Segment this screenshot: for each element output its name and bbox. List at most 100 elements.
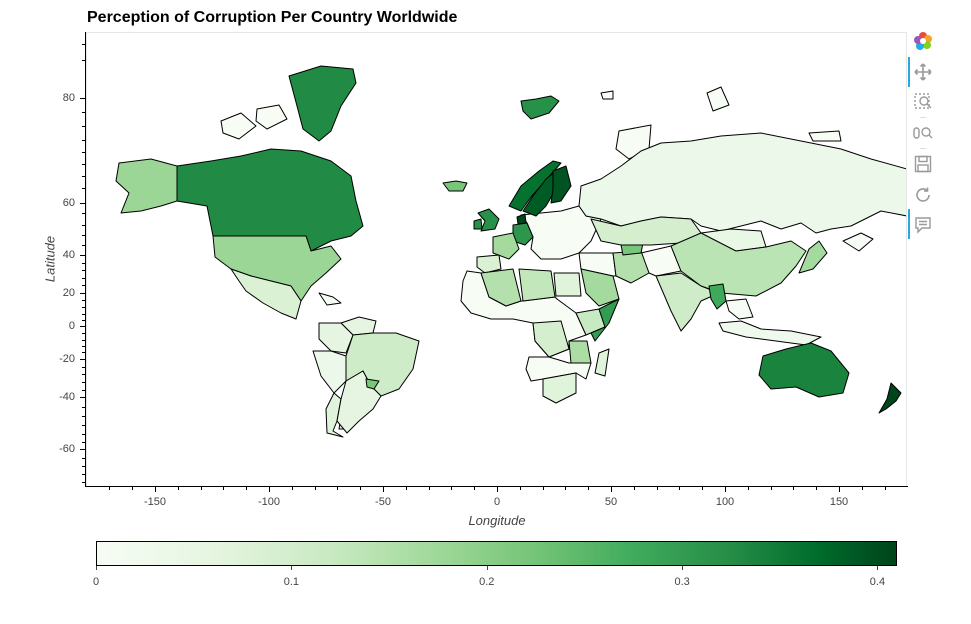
x-minor-tick	[405, 487, 407, 490]
x-axis-title: Longitude	[468, 513, 526, 528]
toolbar	[908, 28, 938, 248]
country-new-zealand[interactable]	[878, 382, 902, 414]
x-minor-tick	[633, 487, 635, 490]
y-minor-tick	[82, 474, 85, 475]
y-tick	[80, 326, 85, 327]
x-minor-tick	[588, 487, 590, 490]
plot-area[interactable]	[86, 32, 907, 487]
y-minor-tick	[82, 407, 85, 408]
x-minor-tick	[747, 487, 749, 490]
country-myanmar[interactable]	[708, 283, 727, 310]
x-tick	[269, 487, 270, 492]
country-madagascar[interactable]	[594, 348, 610, 377]
country-shape[interactable]	[725, 298, 754, 320]
x-minor-tick	[565, 487, 567, 490]
x-minor-tick	[337, 487, 339, 490]
x-minor-tick	[542, 487, 544, 490]
country-shape[interactable]	[706, 86, 730, 112]
y-tick	[80, 203, 85, 204]
x-axis-line	[86, 486, 908, 487]
y-axis-title: Latitude	[42, 235, 58, 283]
y-minor-tick	[82, 278, 85, 279]
country-somalia[interactable]	[590, 298, 620, 342]
wheel-zoom-tool-icon[interactable]	[912, 122, 934, 144]
y-minor-tick	[82, 466, 85, 467]
y-minor-tick	[82, 416, 85, 417]
y-tick-label: -40	[59, 391, 75, 403]
country-spain[interactable]	[476, 254, 502, 274]
x-minor-tick	[656, 487, 658, 490]
country-brazil[interactable]	[345, 332, 420, 397]
y-minor-tick	[82, 374, 85, 375]
y-minor-tick	[82, 270, 85, 271]
x-minor-tick	[246, 487, 248, 490]
y-minor-tick	[82, 458, 85, 459]
country-shape[interactable]	[808, 130, 842, 142]
country-denmark[interactable]	[516, 213, 527, 225]
y-tick-label: -20	[59, 353, 75, 365]
country-australia[interactable]	[758, 342, 850, 398]
x-minor-tick	[291, 487, 293, 490]
x-tick	[497, 487, 498, 492]
x-minor-tick	[109, 487, 111, 490]
country-iceland[interactable]	[442, 180, 468, 192]
y-tick-label: 80	[62, 92, 75, 104]
country-dr-congo[interactable]	[532, 320, 570, 358]
y-minor-tick	[82, 60, 85, 61]
country-shape[interactable]	[318, 292, 342, 306]
country-shape[interactable]	[600, 90, 614, 100]
country-canada[interactable]	[176, 148, 364, 252]
country-finland[interactable]	[550, 165, 572, 204]
country-france[interactable]	[492, 232, 520, 260]
country-japan[interactable]	[798, 240, 828, 274]
pan-tool-icon[interactable]	[912, 61, 934, 83]
country-saudi-arabia[interactable]	[580, 268, 620, 307]
country-egypt[interactable]	[553, 272, 582, 297]
country-tanzania[interactable]	[568, 340, 592, 364]
x-tick-label: -150	[143, 496, 167, 508]
country-ireland[interactable]	[473, 218, 483, 230]
colorbar-tick	[877, 566, 879, 570]
box-zoom-tool-icon[interactable]	[912, 91, 934, 113]
country-alaska[interactable]	[115, 158, 178, 214]
x-minor-tick	[770, 487, 772, 490]
reset-tool-icon[interactable]	[912, 184, 934, 206]
y-tick	[80, 449, 85, 450]
y-minor-tick	[82, 352, 85, 353]
x-tick-label: 100	[715, 496, 735, 508]
y-minor-tick	[82, 164, 85, 165]
y-minor-tick	[82, 235, 85, 236]
country-india[interactable]	[655, 272, 720, 332]
y-minor-tick	[82, 44, 85, 45]
country-colombia[interactable]	[318, 322, 354, 354]
colorbar-tick-label: 0.1	[283, 576, 300, 588]
country-mexico[interactable]	[230, 268, 302, 320]
country-peru[interactable]	[312, 350, 347, 394]
country-indonesia[interactable]	[718, 320, 822, 346]
y-minor-tick	[82, 346, 85, 347]
country-greenland[interactable]	[288, 65, 357, 142]
x-minor-tick	[177, 487, 179, 490]
country-uruguay[interactable]	[365, 378, 380, 390]
y-minor-tick	[82, 300, 85, 301]
y-minor-tick	[82, 112, 85, 113]
country-shape[interactable]	[842, 232, 874, 252]
y-minor-tick	[82, 213, 85, 214]
y-minor-tick	[82, 382, 85, 383]
country-norway[interactable]	[508, 160, 562, 212]
country-algeria[interactable]	[480, 268, 522, 307]
x-minor-tick	[474, 487, 476, 490]
country-united-kingdom[interactable]	[477, 208, 500, 232]
country-svalbard[interactable]	[520, 95, 560, 120]
y-tick	[80, 293, 85, 294]
world-map	[115, 65, 906, 438]
country-libya[interactable]	[518, 268, 556, 302]
country-shape[interactable]	[255, 104, 288, 130]
y-tick-label: 60	[62, 197, 75, 209]
country-south-africa[interactable]	[542, 372, 577, 404]
save-tool-icon[interactable]	[912, 153, 934, 175]
hover-tool-icon[interactable]	[912, 214, 934, 236]
country-shape[interactable]	[220, 112, 257, 140]
bokeh-logo-icon[interactable]	[912, 30, 934, 52]
x-tick	[839, 487, 840, 492]
